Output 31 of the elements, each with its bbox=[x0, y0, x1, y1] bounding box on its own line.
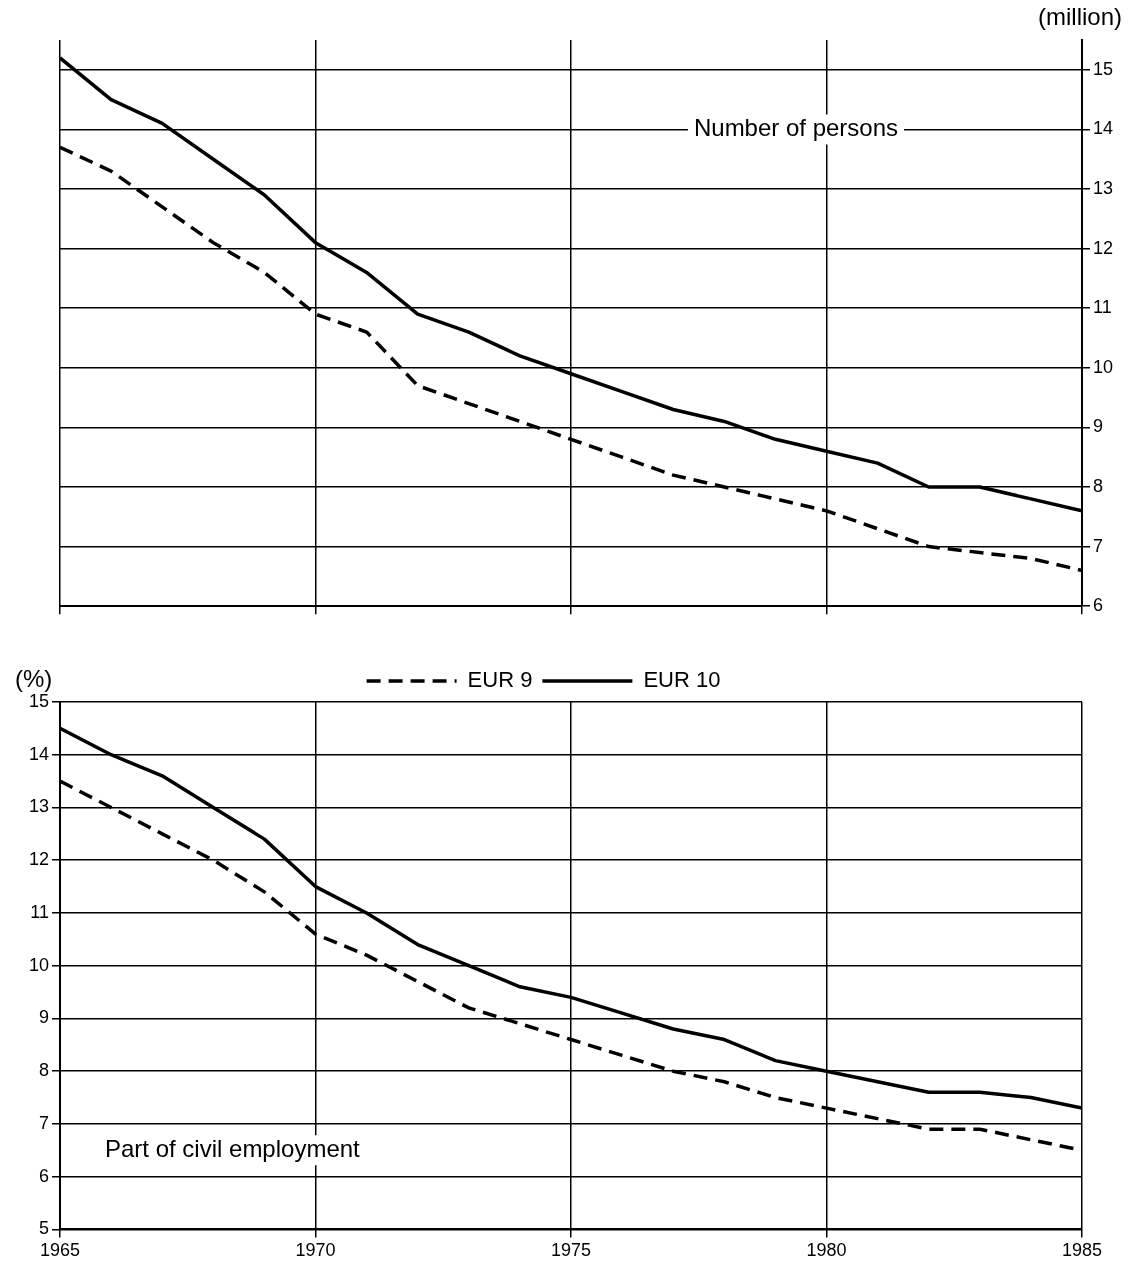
y-tick-label: 14 bbox=[28, 743, 49, 764]
y-tick-label: 6 bbox=[38, 1165, 49, 1186]
y-tick-label: 15 bbox=[1093, 58, 1114, 79]
y-tick-label: 8 bbox=[38, 1060, 49, 1081]
y-tick-label: 7 bbox=[1093, 535, 1104, 556]
y-tick-label: 11 bbox=[30, 901, 49, 922]
y-tick-label: 11 bbox=[1093, 297, 1112, 318]
y-tick-label: 9 bbox=[38, 1007, 49, 1028]
legend-label: EUR 9 bbox=[467, 667, 533, 693]
y-tick-label: 12 bbox=[28, 849, 49, 870]
y-tick-label: 9 bbox=[1093, 416, 1104, 437]
x-tick-label: 1980 bbox=[806, 1240, 847, 1261]
y-tick-label: 13 bbox=[1093, 177, 1114, 198]
y-tick-label: 12 bbox=[1093, 237, 1114, 258]
y-axis-title: (million) bbox=[1038, 2, 1122, 30]
y-tick-label: 10 bbox=[1093, 356, 1114, 377]
y-axis-title: (%) bbox=[15, 664, 53, 692]
y-tick-label: 8 bbox=[1093, 475, 1104, 496]
legend-label: EUR 10 bbox=[643, 667, 721, 693]
y-tick-label: 13 bbox=[28, 796, 49, 817]
y-tick-label: 5 bbox=[38, 1218, 49, 1239]
x-tick-label: 1975 bbox=[550, 1240, 592, 1261]
text: Part of civil employment bbox=[105, 1134, 361, 1162]
x-tick-label: 1985 bbox=[1061, 1240, 1103, 1261]
x-tick-label: 1970 bbox=[295, 1240, 336, 1261]
y-tick-label: 6 bbox=[1093, 595, 1104, 616]
text: Number of persons bbox=[693, 114, 899, 142]
x-tick-label: 1965 bbox=[39, 1240, 81, 1261]
y-tick-label: 14 bbox=[1093, 118, 1114, 139]
y-tick-label: 7 bbox=[38, 1112, 49, 1133]
y-tick-label: 10 bbox=[28, 954, 49, 975]
